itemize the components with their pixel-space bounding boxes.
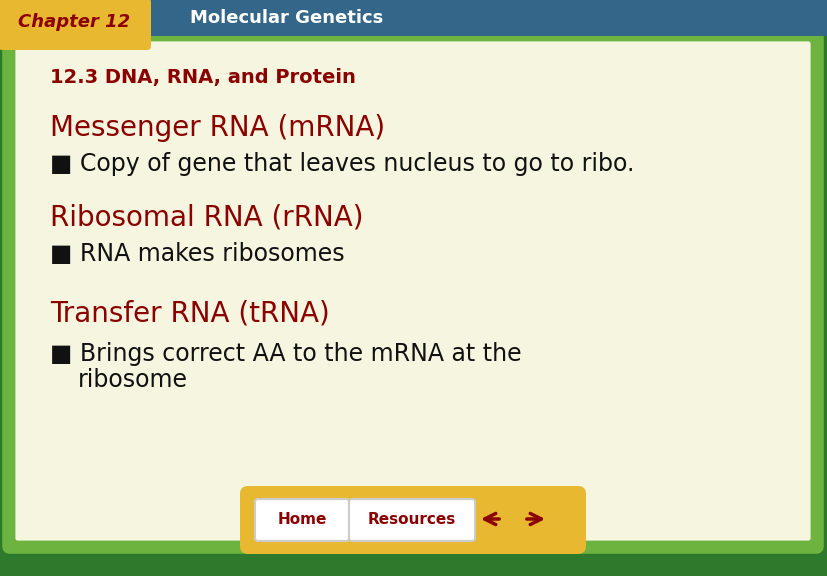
FancyBboxPatch shape	[255, 499, 348, 541]
FancyBboxPatch shape	[5, 33, 820, 551]
Text: Resources: Resources	[367, 511, 456, 526]
FancyBboxPatch shape	[0, 0, 827, 36]
Text: 12.3 DNA, RNA, and Protein: 12.3 DNA, RNA, and Protein	[50, 69, 356, 88]
FancyBboxPatch shape	[0, 0, 151, 50]
Text: Chapter 12: Chapter 12	[18, 13, 130, 31]
Text: Ribosomal RNA (rRNA): Ribosomal RNA (rRNA)	[50, 204, 363, 232]
Text: ■ RNA makes ribosomes: ■ RNA makes ribosomes	[50, 242, 344, 266]
Text: ribosome: ribosome	[78, 368, 188, 392]
FancyBboxPatch shape	[348, 499, 475, 541]
Text: ■ Brings correct AA to the mRNA at the: ■ Brings correct AA to the mRNA at the	[50, 342, 521, 366]
Text: ■ Copy of gene that leaves nucleus to go to ribo.: ■ Copy of gene that leaves nucleus to go…	[50, 152, 633, 176]
FancyBboxPatch shape	[240, 486, 586, 554]
Text: Messenger RNA (mRNA): Messenger RNA (mRNA)	[50, 114, 385, 142]
Text: Home: Home	[277, 511, 327, 526]
FancyBboxPatch shape	[14, 40, 811, 542]
Text: Transfer RNA (tRNA): Transfer RNA (tRNA)	[50, 300, 329, 328]
Text: Molecular Genetics: Molecular Genetics	[189, 9, 383, 27]
